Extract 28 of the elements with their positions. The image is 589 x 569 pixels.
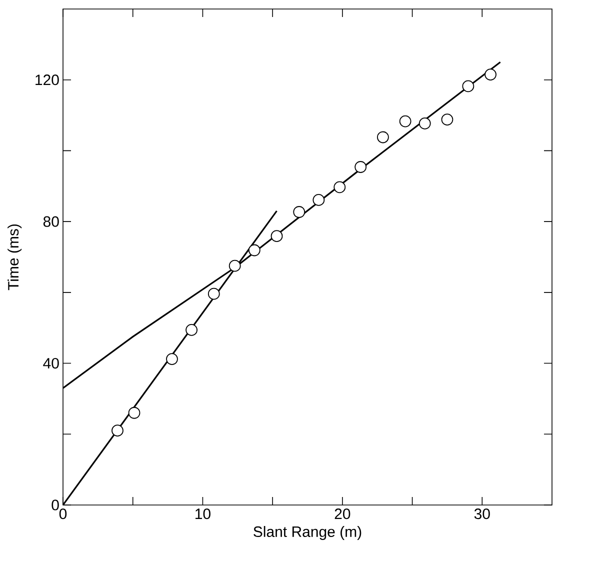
- point: [376, 131, 389, 144]
- x-tick-label: 30: [474, 508, 490, 520]
- point: [399, 115, 412, 128]
- point: [354, 161, 367, 173]
- point: [128, 406, 140, 419]
- point: [418, 117, 431, 130]
- y-tick-label: 40: [43, 358, 59, 369]
- x-tick-label: 20: [334, 508, 350, 520]
- point: [312, 194, 325, 206]
- point: [270, 230, 283, 242]
- y-tick-label: 0: [52, 500, 59, 510]
- point: [112, 424, 124, 437]
- point: [293, 206, 306, 218]
- point: [228, 260, 241, 272]
- point: [166, 353, 178, 365]
- x-tick-label: 0: [59, 508, 67, 520]
- point: [484, 68, 496, 80]
- y-tick-label: 80: [43, 216, 59, 227]
- point: [208, 288, 220, 300]
- point: [186, 324, 198, 336]
- point: [441, 114, 454, 126]
- y-axis-title: Time (ms): [8, 224, 22, 290]
- x-tick-label: 10: [196, 508, 210, 520]
- point: [462, 80, 474, 92]
- y-tick-label: 120: [36, 74, 59, 86]
- point: [248, 244, 260, 256]
- x-axis-title: Slant Range (m): [254, 526, 362, 540]
- point: [334, 181, 346, 194]
